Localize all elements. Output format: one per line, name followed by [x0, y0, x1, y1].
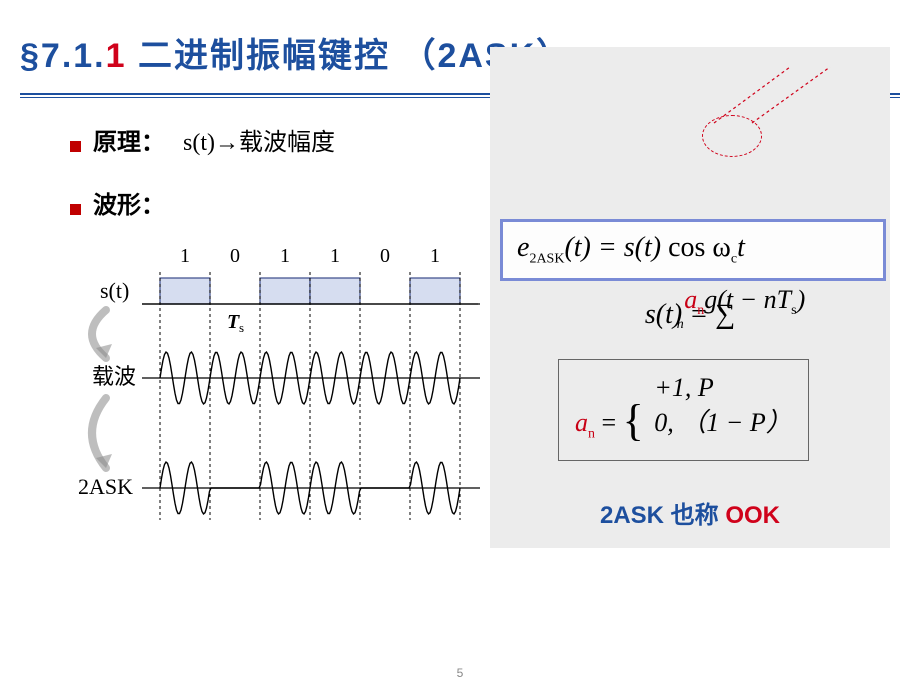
page-number: 5: [457, 666, 464, 680]
svg-text:1: 1: [280, 248, 290, 267]
eqan-n: n: [588, 426, 595, 441]
eq-s: s(t): [624, 232, 661, 263]
eq-t: t: [737, 232, 745, 263]
svg-text:1: 1: [330, 248, 340, 267]
ook-prefix: 2ASK 也称: [600, 502, 725, 529]
svg-text:s: s: [239, 320, 244, 335]
section-sub: 1: [106, 37, 127, 75]
svg-text:载波: 载波: [92, 364, 136, 389]
eq-cos: cos ω: [661, 232, 731, 263]
principle-body: s(t)→载波幅度: [183, 122, 335, 157]
section-number: §7.1.: [20, 37, 106, 75]
eqs-close: ): [797, 285, 806, 314]
svg-text:1: 1: [180, 248, 190, 267]
waveform-row: 波形：: [70, 185, 490, 220]
s-equation: s(t) = ∑ n ang(t − nTs): [494, 299, 886, 365]
principle-row: 原理： s(t)→载波幅度: [70, 122, 490, 157]
bullet-icon: [70, 204, 81, 215]
an-equation: an = { +1, P 0, （1 − P）: [558, 359, 809, 462]
eqan-r1: +1, P: [654, 370, 791, 405]
eqan-r2: 0, （1 − P）: [654, 405, 791, 440]
eq-e: e: [517, 232, 529, 263]
svg-text:0: 0: [230, 248, 240, 267]
eqs-n: n: [677, 317, 684, 332]
main-equation: e2ASK(t) = s(t) cos ωct: [500, 219, 886, 281]
bullet-icon: [70, 141, 81, 152]
ook-text: OOK: [725, 502, 780, 529]
eqan-eq: =: [595, 408, 623, 437]
eq-sub: 2ASK: [529, 252, 564, 267]
title-main: 二进制振幅键控 （: [127, 37, 438, 75]
eqs-a: a: [684, 285, 697, 314]
equation-panel: e2ASK(t) = s(t) cos ωct s(t) = ∑ n ang(t…: [490, 47, 890, 548]
svg-text:s(t): s(t): [100, 278, 129, 303]
svg-text:0: 0: [380, 248, 390, 267]
ook-note: 2ASK 也称 OOK: [494, 495, 886, 530]
svg-text:2ASK: 2ASK: [78, 474, 133, 499]
unipolar-ellipse: [702, 115, 762, 157]
principle-label: 原理：: [93, 122, 165, 157]
eqs-g: g(t − nT: [704, 285, 791, 314]
svg-text:1: 1: [430, 248, 440, 267]
waveform-label: 波形：: [93, 185, 165, 220]
eq-mid: (t) =: [564, 232, 623, 263]
eqan-a: a: [575, 408, 588, 437]
waveform-diagram: 101101ts(t)Tst载波t2ASK: [70, 248, 480, 568]
annotation-lines-svg: [490, 47, 890, 167]
